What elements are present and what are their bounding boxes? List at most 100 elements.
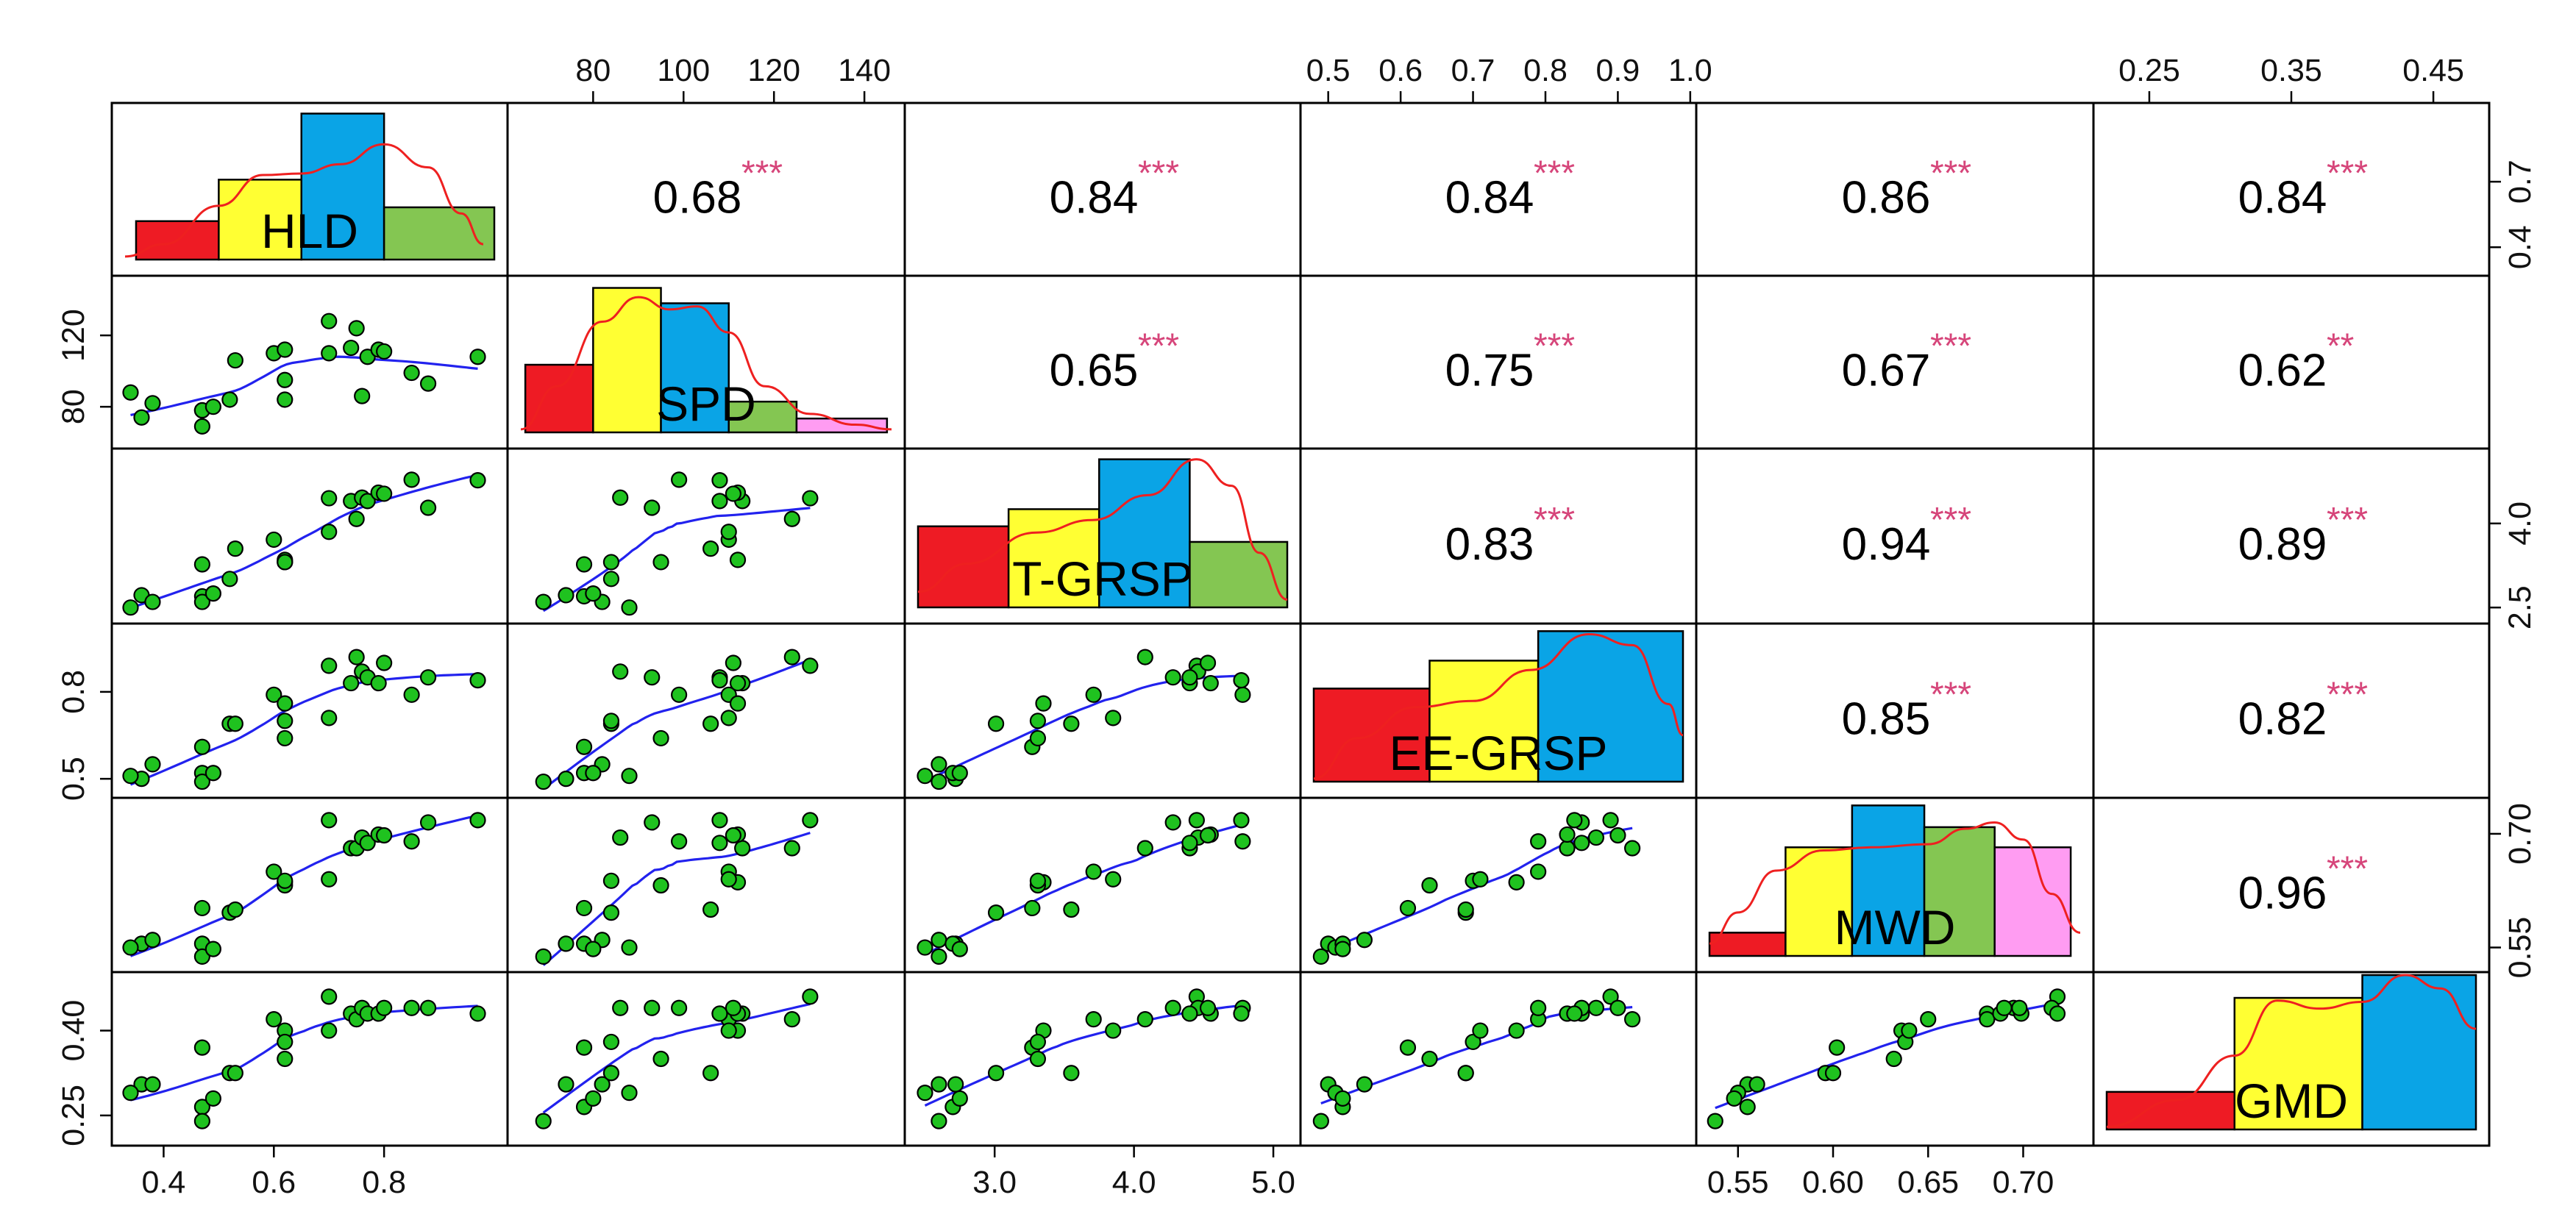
scatter-point-mwd-vs-hld-23 bbox=[419, 814, 437, 831]
scatter-point-gmd-vs-t-grsp-3 bbox=[931, 1076, 947, 1093]
scatter-point-gmd-vs-spd-9 bbox=[702, 1065, 719, 1082]
histogram-bar-ee-grsp-2 bbox=[1428, 660, 1540, 783]
scatter-point-gmd-vs-ee-grsp-17 bbox=[1623, 1011, 1641, 1028]
scatter-point-t-grsp-vs-spd-17 bbox=[783, 510, 800, 527]
scatter-point-gmd-vs-t-grsp-15 bbox=[1105, 1022, 1122, 1039]
scatter-point-gmd-vs-hld-24 bbox=[469, 1005, 486, 1022]
scatter-point-t-grsp-vs-spd-9 bbox=[702, 540, 719, 557]
scatter-point-mwd-vs-ee-grsp-10 bbox=[1530, 863, 1547, 880]
scatter-point-ee-grsp-vs-spd-6 bbox=[575, 738, 593, 755]
scatter-point-mwd-vs-hld-14 bbox=[321, 812, 338, 829]
scatter-point-t-grsp-vs-spd-1 bbox=[558, 587, 574, 604]
scatter-point-gmd-vs-ee-grsp-14 bbox=[1602, 988, 1619, 1005]
scatter-point-t-grsp-vs-spd-13 bbox=[602, 554, 620, 571]
density-curve-t-grsp bbox=[917, 458, 1288, 601]
scatter-point-ee-grsp-vs-spd-7 bbox=[585, 765, 602, 782]
axis-label-bottom-t-grsp-5.0: 5.0 bbox=[1251, 1165, 1295, 1200]
histogram-bar-mwd-2 bbox=[1785, 846, 1854, 957]
scatter-point-mwd-vs-ee-grsp-15 bbox=[1472, 871, 1489, 888]
scatter-point-gmd-vs-hld-14 bbox=[321, 988, 338, 1005]
panel-frame-gmd-spd bbox=[506, 971, 906, 1147]
scatter-point-gmd-vs-hld-5 bbox=[193, 1113, 210, 1129]
scatter-point-t-grsp-vs-spd-6 bbox=[575, 556, 593, 573]
correlation-value-t-grsp-ee-grsp: 0.83 bbox=[1445, 519, 1534, 570]
scatter-point-mwd-vs-hld-24 bbox=[469, 812, 486, 829]
scatter-point-ee-grsp-vs-hld-6 bbox=[193, 738, 210, 755]
scatter-point-gmd-vs-ee-grsp-11 bbox=[1508, 1022, 1525, 1039]
scatter-point-mwd-vs-hld-15 bbox=[321, 871, 338, 888]
histogram-bar-spd-2 bbox=[592, 287, 662, 434]
scatter-point-gmd-vs-mwd-21 bbox=[2011, 999, 2028, 1016]
scatter-point-mwd-vs-t-grsp-17 bbox=[1136, 840, 1153, 857]
correlation-value-spd-ee-grsp: 0.75 bbox=[1445, 346, 1534, 396]
scatter-point-mwd-vs-ee-grsp-22 bbox=[1530, 833, 1547, 850]
axis-label-bottom-mwd-0.55: 0.55 bbox=[1707, 1165, 1769, 1200]
variable-label-ee-grsp: EE-GRSP bbox=[1389, 726, 1607, 780]
scatter-point-mwd-vs-t-grsp-14 bbox=[1188, 812, 1205, 829]
scatter-point-ee-grsp-vs-t-grsp-22 bbox=[1234, 686, 1251, 703]
scatter-point-ee-grsp-vs-hld-11 bbox=[277, 695, 293, 712]
scatter-point-spd-vs-hld-23 bbox=[419, 375, 437, 392]
smooth-line-gmd-vs-t-grsp bbox=[924, 1004, 1243, 1107]
smooth-line-spd-vs-hld bbox=[130, 355, 478, 416]
scatter-point-t-grsp-vs-spd-21 bbox=[725, 485, 741, 502]
scatter-point-ee-grsp-vs-spd-15 bbox=[720, 710, 737, 727]
scatter-point-gmd-vs-mwd-3 bbox=[1748, 1076, 1765, 1093]
scatter-point-t-grsp-vs-spd-7 bbox=[585, 585, 602, 602]
scatter-point-gmd-vs-mwd-12 bbox=[1885, 1050, 1902, 1068]
scatter-point-ee-grsp-vs-spd-5 bbox=[535, 773, 552, 790]
smooth-line-ee-grsp-vs-t-grsp bbox=[924, 674, 1243, 782]
scatter-point-gmd-vs-spd-24 bbox=[711, 1005, 728, 1022]
scatter-point-ee-grsp-vs-t-grsp-24 bbox=[1233, 672, 1250, 689]
scatter-point-ee-grsp-vs-t-grsp-3 bbox=[931, 756, 947, 773]
axis-label-right-hld-0.4: 0.4 bbox=[2502, 225, 2538, 269]
histogram-bar-t-grsp-4 bbox=[1189, 540, 1289, 609]
variable-label-gmd: GMD bbox=[2235, 1074, 2348, 1128]
scatter-point-t-grsp-vs-spd-15 bbox=[720, 524, 737, 540]
histogram-bar-hld-4 bbox=[383, 206, 496, 261]
scatter-point-ee-grsp-vs-t-grsp-2 bbox=[917, 768, 933, 785]
scatter-point-gmd-vs-t-grsp-10 bbox=[1085, 1011, 1102, 1028]
scatter-point-mwd-vs-hld-7 bbox=[204, 940, 221, 957]
scatter-point-gmd-vs-hld-13 bbox=[277, 1033, 293, 1051]
scatter-point-gmd-vs-mwd-7 bbox=[1726, 1090, 1743, 1107]
scatter-point-mwd-vs-spd-6 bbox=[575, 899, 593, 917]
scatter-point-t-grsp-vs-spd-19 bbox=[711, 493, 728, 510]
scatter-point-mwd-vs-hld-3 bbox=[144, 932, 161, 949]
panel-frame-gmd-gmd bbox=[2092, 971, 2491, 1147]
scatter-point-spd-vs-hld-5 bbox=[193, 418, 210, 435]
scatter-point-mwd-vs-t-grsp-21 bbox=[1199, 827, 1217, 844]
scatter-point-gmd-vs-mwd-10 bbox=[1920, 1011, 1937, 1028]
scatter-point-ee-grsp-vs-spd-21 bbox=[725, 654, 741, 671]
scatter-point-gmd-vs-t-grsp-21 bbox=[1199, 999, 1217, 1016]
scatter-point-t-grsp-vs-spd-5 bbox=[535, 593, 552, 610]
axis-label-bottom-hld-0.6: 0.6 bbox=[252, 1165, 296, 1200]
histogram-bar-t-grsp-2 bbox=[1007, 508, 1100, 609]
scatter-point-gmd-vs-spd-7 bbox=[585, 1090, 602, 1107]
scatter-point-gmd-vs-spd-6 bbox=[575, 1039, 593, 1056]
smooth-line-gmd-vs-spd bbox=[542, 1002, 811, 1114]
scatter-point-gmd-vs-t-grsp-24 bbox=[1233, 1005, 1250, 1022]
scatter-point-spd-vs-hld-18 bbox=[354, 388, 371, 404]
histogram-bar-ee-grsp-3 bbox=[1537, 630, 1684, 783]
histogram-bar-spd-4 bbox=[727, 400, 798, 434]
scatter-point-mwd-vs-ee-grsp-24 bbox=[1566, 812, 1583, 829]
scatter-point-gmd-vs-hld-15 bbox=[321, 1022, 338, 1039]
density-curve-spd bbox=[520, 296, 892, 431]
significance-stars-spd-gmd: ** bbox=[2327, 327, 2354, 366]
scatter-point-mwd-vs-spd-15 bbox=[720, 871, 737, 888]
histogram-bar-gmd-3 bbox=[2361, 974, 2477, 1131]
scatter-point-mwd-vs-t-grsp-24 bbox=[1233, 812, 1250, 829]
scatter-point-t-grsp-vs-hld-21 bbox=[376, 485, 393, 502]
scatter-point-mwd-vs-spd-24 bbox=[711, 812, 728, 829]
scatter-point-ee-grsp-vs-spd-11 bbox=[729, 695, 747, 712]
scatter-point-ee-grsp-vs-spd-22 bbox=[671, 686, 688, 703]
scatter-point-ee-grsp-vs-hld-14 bbox=[321, 657, 338, 674]
scatter-point-t-grsp-vs-hld-23 bbox=[419, 499, 437, 516]
scatter-point-ee-grsp-vs-spd-17 bbox=[783, 649, 800, 665]
scatter-point-ee-grsp-vs-t-grsp-12 bbox=[1029, 729, 1047, 747]
scatter-point-ee-grsp-vs-t-grsp-10 bbox=[1085, 686, 1102, 703]
variable-label-mwd: MWD bbox=[1835, 900, 1956, 954]
scatter-point-gmd-vs-t-grsp-12 bbox=[1029, 1050, 1047, 1068]
